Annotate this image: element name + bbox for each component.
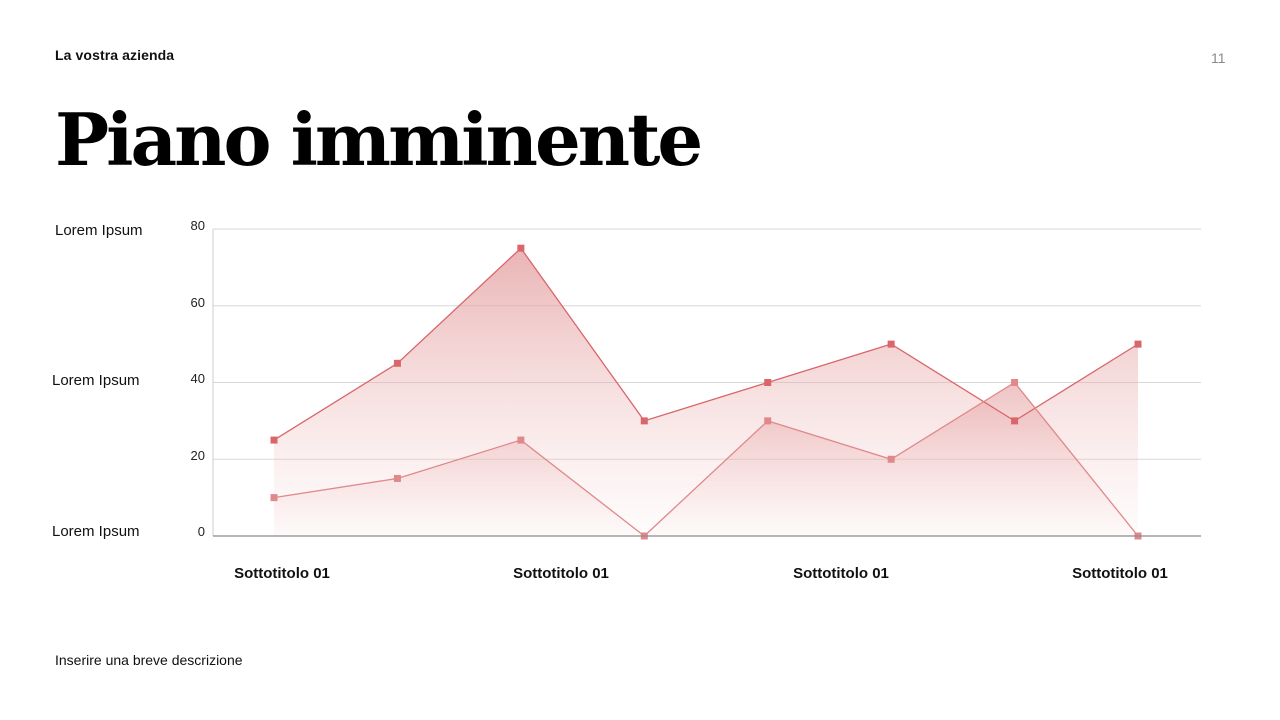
series-line-2 bbox=[273, 381, 1139, 537]
row-label-middle: Lorem Ipsum bbox=[52, 372, 140, 389]
x-label-1: Sottotitolo 01 bbox=[234, 565, 330, 582]
data-point-marker bbox=[517, 244, 525, 252]
page-title: Piano imminente bbox=[55, 97, 703, 182]
series-line-1 bbox=[273, 247, 1139, 441]
data-point-marker bbox=[393, 359, 401, 367]
data-point-marker bbox=[764, 417, 772, 425]
data-point-marker bbox=[1011, 417, 1019, 425]
series-lines bbox=[273, 247, 1139, 537]
data-point-marker bbox=[270, 436, 278, 444]
y-tick-80: 80 bbox=[190, 218, 205, 233]
data-point-marker bbox=[1011, 379, 1019, 386]
data-point-marker bbox=[887, 455, 895, 463]
data-point-marker bbox=[1134, 340, 1142, 348]
page-number: 11 bbox=[1211, 50, 1226, 66]
data-point-marker bbox=[764, 379, 772, 386]
row-label-bottom: Lorem Ipsum bbox=[52, 523, 140, 540]
series-area-2 bbox=[274, 382, 1138, 536]
data-point-marker bbox=[640, 417, 648, 425]
data-point-marker bbox=[393, 474, 401, 482]
x-label-4: Sottotitolo 01 bbox=[1072, 565, 1168, 582]
description: Inserire una breve descrizione bbox=[55, 652, 243, 668]
y-tick-20: 20 bbox=[190, 448, 205, 463]
data-point-marker bbox=[270, 494, 278, 502]
x-label-2: Sottotitolo 01 bbox=[513, 565, 609, 582]
x-label-3: Sottotitolo 01 bbox=[793, 565, 889, 582]
data-point-marker bbox=[517, 436, 525, 444]
series-areas bbox=[274, 248, 1138, 536]
y-tick-40: 40 bbox=[190, 371, 205, 386]
data-point-marker bbox=[887, 340, 895, 348]
row-label-top: Lorem Ipsum bbox=[55, 222, 143, 239]
y-tick-0: 0 bbox=[197, 524, 205, 539]
company-name: La vostra azienda bbox=[55, 47, 175, 63]
y-tick-60: 60 bbox=[190, 295, 205, 310]
